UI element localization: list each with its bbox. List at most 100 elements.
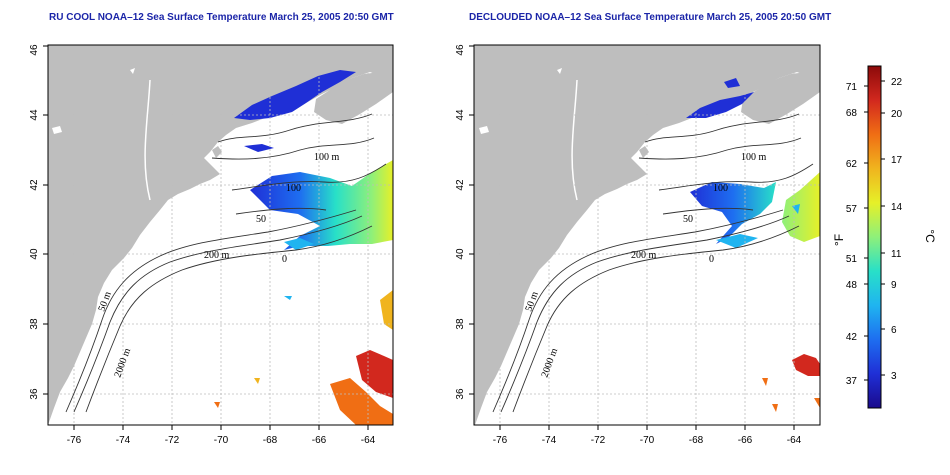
colorbar-f-tickmarks (864, 85, 868, 381)
left-lat-tick: 38 (29, 318, 40, 330)
colorbar-c-tick: 22 (891, 77, 903, 88)
colorbar-c-tick: 20 (891, 109, 903, 120)
left-lon-tick: -74 (116, 435, 131, 446)
right-contour-label-100m: 100 m (741, 152, 767, 163)
right-cape-cod (639, 146, 649, 158)
colorbar-c-tick: 17 (891, 155, 903, 166)
left-sst-fleck (284, 296, 292, 300)
colorbar-c-tick: 9 (891, 280, 897, 291)
left-map-title: RU COOL NOAA–12 Sea Surface Temperature … (49, 12, 394, 23)
left-lat-tick: 46 (29, 44, 40, 56)
left-lake (130, 68, 135, 74)
colorbar-scale (867, 65, 882, 409)
right-lat-tick: 44 (455, 109, 466, 121)
left-sst-warm-fleck (214, 402, 220, 408)
right-map: 100 m 100 50 200 m 50 m 2000 m 0 -76 -74… (455, 44, 821, 446)
right-map-title: DECLOUDED NOAA–12 Sea Surface Temperatur… (469, 12, 832, 23)
left-river (144, 79, 151, 201)
right-lon-tick: -70 (640, 435, 655, 446)
right-sst-gom-small (724, 78, 740, 88)
left-contour-label-0: 0 (282, 254, 287, 265)
right-lat-tick: 42 (455, 179, 466, 191)
right-contour-label-50: 50 (683, 214, 693, 225)
colorbar-c-tick: 11 (891, 249, 902, 260)
left-lat-tick: 36 (29, 388, 40, 400)
right-lat-tick: 38 (455, 318, 466, 330)
right-lon-tick: -76 (493, 435, 508, 446)
colorbar-celsius-label: °C (923, 229, 937, 243)
right-contour-label-100: 100 (713, 183, 728, 194)
colorbar-f-tick: 42 (846, 332, 858, 343)
right-lon-tickmarks (499, 425, 795, 430)
left-lon-tick: -66 (312, 435, 327, 446)
left-contour-label-100: 100 (286, 183, 301, 194)
right-lat-tick: 46 (455, 44, 466, 56)
colorbar-f-tick: 51 (846, 254, 858, 265)
left-contour-label-50: 50 (256, 214, 266, 225)
left-sst-shelf-edge (284, 238, 314, 250)
right-sst-shelf-edge (716, 234, 758, 248)
colorbar-c-tick: 6 (891, 325, 897, 336)
right-lon-tick: -72 (591, 435, 606, 446)
colorbar: 37 42 48 51 57 62 68 71 3 6 9 11 14 17 2… (832, 65, 937, 409)
right-nova-scotia (741, 68, 820, 124)
left-land (48, 45, 393, 425)
right-lon-tick: -68 (689, 435, 704, 446)
colorbar-c-tickmarks (881, 80, 885, 376)
colorbar-f-tick: 68 (846, 108, 858, 119)
colorbar-f-tick: 37 (846, 376, 858, 387)
left-lake (52, 126, 62, 134)
right-sst-warm-fleck (814, 398, 820, 408)
left-lon-tick: -68 (263, 435, 278, 446)
right-contour-label-200m: 200 m (631, 250, 657, 261)
left-sst-gulf-of-maine (234, 70, 356, 120)
left-lat-tick: 44 (29, 109, 40, 121)
right-sst-warm-fleck (762, 378, 768, 386)
right-sst-gulf-stream (782, 172, 820, 242)
right-lake (557, 68, 562, 74)
colorbar-f-tick: 48 (846, 280, 858, 291)
right-lon-tick: -64 (787, 435, 802, 446)
right-lon-tick: -66 (738, 435, 753, 446)
left-cape-cod (212, 146, 222, 158)
left-isobaths (65, 113, 387, 413)
right-land (474, 45, 820, 425)
right-sst-georges-bank (690, 182, 776, 244)
right-river (571, 79, 578, 201)
left-lon-tick: -70 (214, 435, 229, 446)
right-lon-tick: -74 (542, 435, 557, 446)
left-nova-scotia (314, 68, 393, 124)
right-contour-label-0: 0 (709, 254, 714, 265)
left-gridlines (48, 45, 393, 425)
left-sst-warm-patch (356, 350, 393, 398)
left-lon-tick: -76 (67, 435, 82, 446)
left-lon-tickmarks (73, 425, 369, 430)
colorbar-c-tick: 14 (891, 202, 903, 213)
left-sst-warm-south (330, 378, 393, 425)
left-lat-tick: 42 (29, 179, 40, 191)
right-lat-tick: 40 (455, 248, 466, 260)
left-sst-gom-small (244, 144, 274, 152)
colorbar-f-tick: 71 (846, 82, 858, 93)
left-map: 100 m 100 50 200 m 50 m 2000 m 0 -76 -74… (29, 44, 394, 446)
left-lon-tick: -72 (165, 435, 180, 446)
right-lake (479, 126, 489, 134)
right-lat-tick: 36 (455, 388, 466, 400)
left-lat-tickmarks (43, 45, 48, 395)
colorbar-c-tick: 3 (891, 371, 897, 382)
left-sst-warm-edge (380, 290, 393, 330)
right-isobaths (492, 113, 814, 413)
left-lon-tick: -64 (361, 435, 376, 446)
right-gridlines (474, 45, 820, 425)
right-lat-tickmarks (469, 45, 474, 395)
left-sst-warm-fleck (254, 378, 260, 384)
colorbar-f-tick: 57 (846, 204, 858, 215)
colorbar-f-tick: 62 (846, 159, 858, 170)
left-contour-label-200m: 200 m (204, 250, 230, 261)
right-sst-gulf-of-maine (686, 92, 754, 118)
right-sst-warm-patch (792, 354, 820, 376)
colorbar-fahrenheit-label: °F (832, 234, 846, 246)
right-sst-warm-fleck (772, 404, 778, 412)
left-lat-tick: 40 (29, 248, 40, 260)
